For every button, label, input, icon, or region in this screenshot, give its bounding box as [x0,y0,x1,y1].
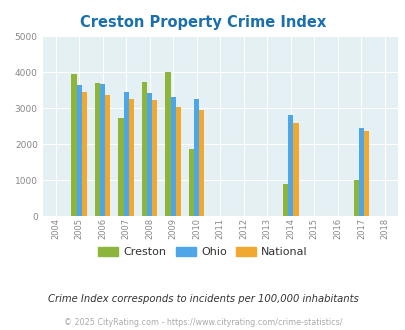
Text: © 2025 CityRating.com - https://www.cityrating.com/crime-statistics/: © 2025 CityRating.com - https://www.city… [64,318,341,327]
Bar [175,107,181,216]
Legend: Creston, Ohio, National: Creston, Ohio, National [94,243,311,262]
Bar [76,85,81,216]
Bar [152,100,157,216]
Bar [128,99,134,216]
Bar [81,92,87,216]
Bar [118,118,123,216]
Bar [282,184,288,216]
Bar [358,128,363,216]
Bar [147,93,152,216]
Bar [95,83,100,216]
Bar [142,82,147,216]
Bar [363,131,368,216]
Bar [165,72,170,216]
Bar [170,97,175,216]
Bar [288,115,293,216]
Bar [105,95,110,216]
Bar [71,75,76,216]
Bar [188,149,194,216]
Bar [199,110,204,216]
Text: Creston Property Crime Index: Creston Property Crime Index [80,15,325,30]
Bar [353,180,358,216]
Bar [293,123,298,216]
Bar [194,99,199,216]
Bar [100,84,105,216]
Text: Crime Index corresponds to incidents per 100,000 inhabitants: Crime Index corresponds to incidents per… [47,294,358,304]
Bar [123,92,128,216]
